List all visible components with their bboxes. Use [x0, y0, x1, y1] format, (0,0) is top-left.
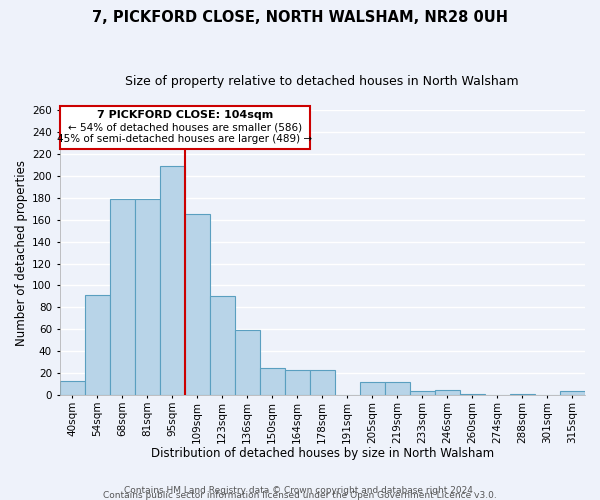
Text: 45% of semi-detached houses are larger (489) →: 45% of semi-detached houses are larger (…	[57, 134, 312, 143]
Bar	[235, 330, 260, 395]
Bar	[110, 199, 134, 395]
Bar	[134, 199, 160, 395]
Text: Contains public sector information licensed under the Open Government Licence v3: Contains public sector information licen…	[103, 490, 497, 500]
Text: ← 54% of detached houses are smaller (586): ← 54% of detached houses are smaller (58…	[68, 122, 302, 132]
Bar	[85, 296, 110, 395]
Bar	[310, 370, 335, 395]
Y-axis label: Number of detached properties: Number of detached properties	[15, 160, 28, 346]
Bar	[410, 391, 435, 395]
Bar	[435, 390, 460, 395]
Bar	[185, 214, 209, 395]
X-axis label: Distribution of detached houses by size in North Walsham: Distribution of detached houses by size …	[151, 447, 494, 460]
Bar	[209, 296, 235, 395]
Bar	[160, 166, 185, 395]
Bar	[360, 382, 385, 395]
Bar	[285, 370, 310, 395]
Bar	[510, 394, 535, 395]
Text: 7, PICKFORD CLOSE, NORTH WALSHAM, NR28 0UH: 7, PICKFORD CLOSE, NORTH WALSHAM, NR28 0…	[92, 10, 508, 25]
Bar	[460, 394, 485, 395]
Bar	[385, 382, 410, 395]
Bar	[59, 381, 85, 395]
Text: Contains HM Land Registry data © Crown copyright and database right 2024.: Contains HM Land Registry data © Crown c…	[124, 486, 476, 495]
Bar	[59, 106, 310, 150]
Bar	[260, 368, 285, 395]
Title: Size of property relative to detached houses in North Walsham: Size of property relative to detached ho…	[125, 75, 519, 88]
Text: 7 PICKFORD CLOSE: 104sqm: 7 PICKFORD CLOSE: 104sqm	[97, 110, 273, 120]
Bar	[560, 391, 585, 395]
